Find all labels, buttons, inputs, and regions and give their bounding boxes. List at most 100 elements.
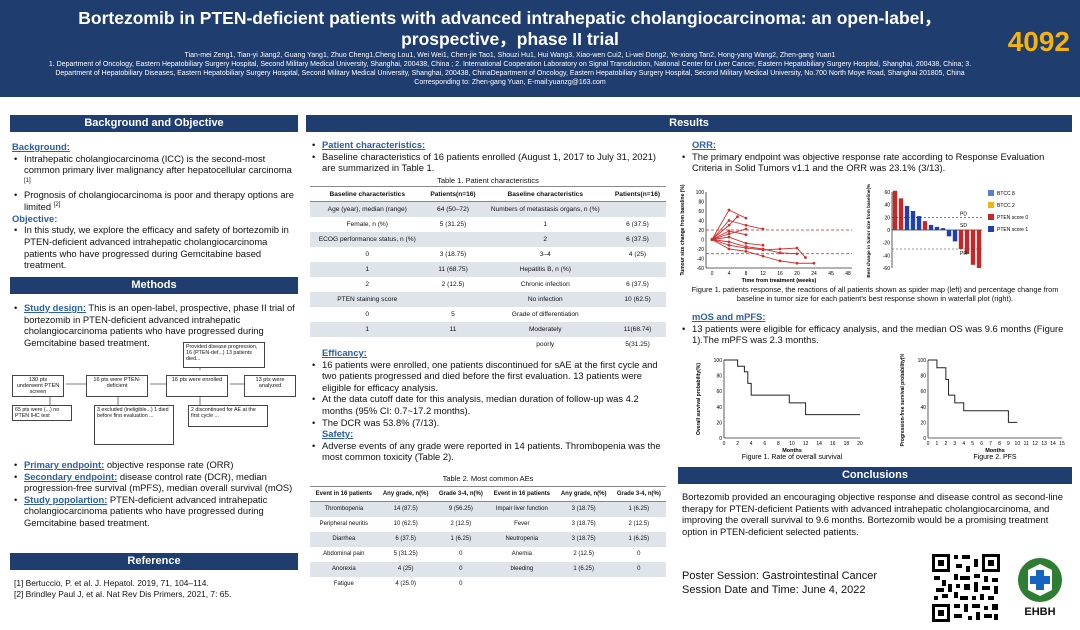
tick-label-x: 20: [857, 441, 863, 447]
flow-note-1: 65 pts were (...) no PTEN IHC test: [12, 405, 72, 421]
tick-label-x: 18: [844, 441, 850, 447]
table-row: 0 5 Grade of differentiation: [310, 307, 666, 322]
data-point: [744, 216, 748, 220]
data-point: [710, 238, 714, 241]
table-cell: [556, 577, 612, 592]
flow-box-screen: 130 pts underwent PTEN screen: [12, 375, 64, 397]
survival-curve: [724, 359, 860, 416]
table-row: 0 3 (18.75) 3–4 4 (25): [310, 247, 666, 262]
tick-label-y: 20: [920, 420, 926, 426]
table-cell: PTEN staining score: [310, 291, 425, 307]
session-info: Poster Session: Gastrointestinal Cancer S…: [682, 570, 878, 596]
table-cell: Abdominal pain: [323, 551, 365, 557]
tick-label-y: 40: [716, 405, 722, 411]
tick-label-x: 0: [723, 441, 726, 447]
tick-label-x: 20: [794, 271, 800, 277]
data-point: [812, 261, 816, 265]
table-row: poorly 5(31.25): [310, 337, 666, 352]
tick-label-y: 20: [698, 228, 704, 234]
tick-label-x: 4: [750, 441, 753, 447]
table-cell: Anorexia: [310, 561, 378, 577]
efficacy: Efficancy: 16 patients were enrolled, on…: [310, 347, 666, 463]
bar: [958, 230, 964, 249]
data-point: [795, 261, 799, 265]
table-row: 2 2 (12.5) Chronic infection 6 (37.5): [310, 277, 666, 292]
bar: [928, 224, 934, 230]
data-point: [778, 259, 782, 263]
tick-label-x: 12: [760, 271, 766, 277]
label-pd: PD: [960, 211, 967, 217]
axis-title-y: Tumour size change from baseline (%): [680, 184, 686, 275]
legend-swatch: [988, 226, 994, 232]
table-cell: 1 (6.25): [611, 531, 666, 547]
table-cell: [612, 577, 666, 592]
tick-label-y: 40: [884, 203, 890, 209]
data-point: [795, 246, 799, 250]
data-point: [727, 243, 731, 247]
reference-section-header: Reference: [10, 553, 298, 570]
table-cell: 0: [459, 581, 463, 587]
tick-label-y: -40: [697, 257, 704, 263]
table-cell: 0: [365, 310, 370, 318]
table-cell: Neutropenia: [487, 531, 556, 547]
tick-label-x: 15: [1059, 441, 1065, 447]
table-header-cell: Grade 3-4, n(%): [611, 486, 666, 502]
table-row: Fatigue 4 (25.0) 0: [310, 577, 666, 592]
waterfall-plot: 60 40 20 0 -20 -40 -60 Best change in tumor siz…: [866, 184, 1028, 278]
os-plot: 100 80 60 40 20 00 2 4 6 8 10 12 14 16 18 20 Months Overa…: [696, 358, 863, 461]
table-cell: 2 (12.5): [628, 521, 650, 527]
table-cell: 1 (6.25): [555, 561, 612, 577]
bar: [934, 226, 940, 230]
tick-label-x: 48: [845, 271, 851, 277]
tick-label-y: -20: [883, 241, 890, 247]
bar: [898, 198, 904, 230]
bar: [952, 230, 958, 242]
table-cell: Grade of differentiation: [511, 310, 579, 318]
methods-section-header: Methods: [10, 277, 298, 294]
legend-label: BTCC 2: [997, 203, 1015, 209]
table-cell: 10 (62.5): [393, 521, 418, 527]
data-point: [761, 227, 765, 231]
bar: [904, 205, 910, 230]
table-cell: 0: [637, 551, 641, 557]
flow-box-enrolled: 16 pts were enrolled: [166, 375, 228, 397]
results-section-header: Results: [306, 115, 1072, 132]
table-cell: 1 (6.25): [611, 501, 666, 517]
table-row: Female, n (%) 5 (31.25) 1 6 (37.5): [310, 217, 666, 232]
table-row: ECOG performance status, n (%) 2 6 (37.5): [310, 231, 666, 247]
data-point: [727, 235, 731, 239]
tick-label-y: 0: [701, 238, 704, 244]
table-cell: 6 (37.5): [626, 220, 649, 228]
table-cell: 10 (62.5): [609, 291, 666, 307]
tick-label-y: 80: [698, 200, 704, 206]
table-cell: 64 (50–72): [424, 201, 482, 217]
data-point: [727, 219, 731, 222]
tick-label-x: 5: [971, 441, 974, 447]
table-row: Abdominal pain 5 (31.25) 0 Anemia 2 (12.5) 0: [310, 547, 666, 562]
flow-box-analyzed: 13 pts were analyzed: [244, 375, 296, 397]
table-cell: 5 (31.25): [393, 551, 418, 557]
legend-label: PTEN score 0: [997, 215, 1028, 221]
tick-label-x: 7: [989, 441, 992, 447]
tick-label-x: 6: [980, 441, 983, 447]
data-point: [804, 256, 807, 259]
conclusions-section-header: Conclusions: [678, 467, 1072, 484]
tick-label-y: 60: [698, 209, 704, 215]
tick-label-x: 45: [828, 271, 834, 277]
tick-label-x: 13: [1041, 441, 1047, 447]
data-point: [778, 251, 782, 255]
table-cell: 4 (25.0): [395, 581, 417, 587]
table-cell: 6 (37.5): [626, 280, 649, 288]
table-cell: 3 (18.75): [555, 531, 612, 547]
table-row: Diarrhea 6 (37.5) 1 (6.25) Neutropenia 3 (18…: [310, 531, 666, 547]
tick-label-y: 60: [920, 389, 926, 395]
tick-label-y: 60: [716, 389, 722, 395]
axis-title-x: Months: [985, 448, 1005, 454]
table-cell: 6 (37.5): [377, 531, 434, 547]
table-cell: 1: [543, 220, 548, 228]
tick-label-x: 11: [1024, 441, 1029, 447]
table-cell: Impair liver function: [487, 501, 556, 517]
table-cell: 0: [459, 551, 463, 557]
